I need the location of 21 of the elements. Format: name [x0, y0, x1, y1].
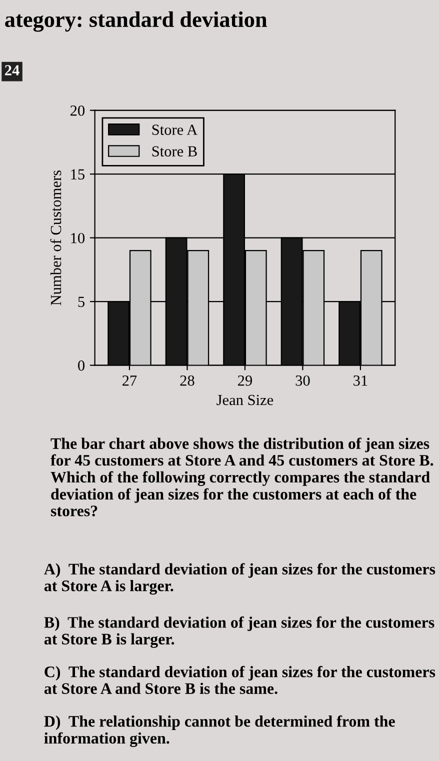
text: C) The standard deviation of jean sizes for the customers at Store A and Store B is the same.	[44, 666, 436, 694]
x-tick-label: 31	[354, 375, 368, 386]
x-axis-title: Jean Size	[216, 394, 274, 406]
text: 24	[5, 65, 20, 76]
text: B) The standard deviation of jean sizes for the customers at Store B is larger.	[44, 616, 434, 648]
y-tick-label: 20	[70, 105, 85, 116]
text: The bar chart above shows the distribution of jean sizes for 45 customers at Store A and 45 customers at Store B. Which of the following correctly compares the standard deviation of jean sizes for the customers at each of the stores?	[50, 438, 434, 516]
x-tick-label: 28	[180, 375, 194, 386]
legend-label: Store A	[152, 124, 198, 135]
x-tick-label: 27	[122, 375, 137, 386]
text: D) The relationship cannot be determined from the information given.	[44, 715, 395, 748]
y-tick-label: 15	[71, 169, 85, 180]
text: A) The standard deviation of jean sizes for the customers at Store A is larger.	[44, 563, 436, 595]
legend-label: Store B	[152, 146, 197, 157]
y-tick-label: 10	[71, 232, 85, 244]
y-axis-title: Number of Customers	[50, 170, 62, 306]
x-tick-label: 29	[238, 375, 252, 386]
y-tick-label: 0	[78, 360, 85, 371]
text: ategory: standard deviation	[5, 11, 268, 32]
x-tick-label: 30	[296, 375, 310, 386]
y-tick-label: 5	[78, 296, 85, 307]
